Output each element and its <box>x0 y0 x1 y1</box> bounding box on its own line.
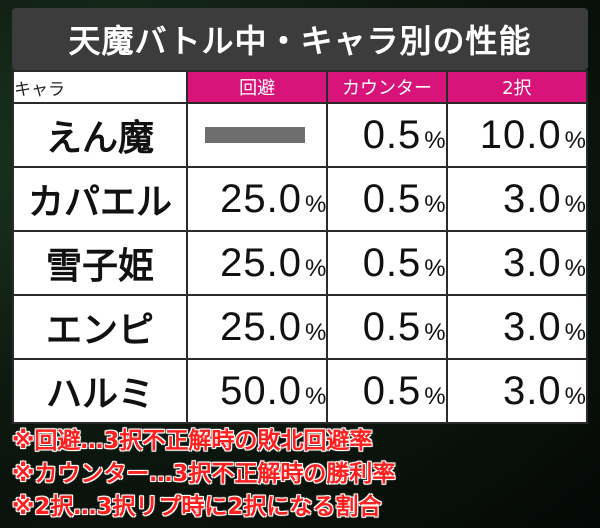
row-name: カパエル <box>12 166 188 232</box>
counter-value: 0.5 <box>362 240 422 285</box>
table-row: エンピ 25.0% 0.5% 3.0% <box>12 294 589 360</box>
table-row: 雪子姫 25.0% 0.5% 3.0% <box>12 230 589 296</box>
percent-sign: % <box>564 318 586 346</box>
row-evade: 25.0% <box>185 294 329 360</box>
table-row: カパエル 25.0% 0.5% 3.0% <box>12 166 589 232</box>
choice2-value: 10.0 <box>479 112 562 157</box>
percent-sign: % <box>424 318 446 346</box>
table-row: えん魔 0.5% 10.0% <box>12 102 589 168</box>
row-evade: 50.0% <box>185 358 329 424</box>
performance-table: キャラ 回避 カウンター 2択 えん魔 0.5% 10.0% カパエル 25.0… <box>12 70 589 424</box>
evade-value: 50.0 <box>220 368 302 413</box>
percent-sign: % <box>424 254 446 282</box>
header-choice2: 2択 <box>445 70 589 104</box>
table-header-row: キャラ 回避 カウンター 2択 <box>12 70 589 104</box>
row-evade: 25.0% <box>185 230 329 296</box>
choice2-value: 3.0 <box>503 304 562 349</box>
evade-value: 25.0 <box>220 304 302 349</box>
counter-value: 0.5 <box>362 112 422 157</box>
row-choice2: 3.0% <box>445 230 589 296</box>
row-choice2: 3.0% <box>445 358 589 424</box>
counter-value: 0.5 <box>362 304 422 349</box>
percent-sign: % <box>424 382 446 410</box>
row-counter: 0.5% <box>326 166 448 232</box>
row-name: 雪子姫 <box>12 230 188 296</box>
row-evade <box>185 102 329 168</box>
row-name: ハルミ <box>12 358 188 424</box>
table-body: えん魔 0.5% 10.0% カパエル 25.0% 0.5% 3.0% 雪子姫 … <box>12 102 589 424</box>
evade-value: 25.0 <box>220 176 302 221</box>
percent-sign: % <box>564 126 586 154</box>
percent-sign: % <box>304 318 327 346</box>
row-counter: 0.5% <box>326 230 448 296</box>
header-chara: キャラ <box>12 70 188 104</box>
row-counter: 0.5% <box>326 358 448 424</box>
row-choice2: 3.0% <box>445 166 589 232</box>
note-counter: ※カウンター…3択不正解時の勝利率 <box>12 461 396 487</box>
percent-sign: % <box>304 190 327 218</box>
header-evade: 回避 <box>185 70 329 104</box>
percent-sign: % <box>564 190 586 218</box>
page-title: 天魔バトル中・キャラ別の性能 <box>68 22 532 60</box>
counter-value: 0.5 <box>362 368 422 413</box>
row-evade: 25.0% <box>185 166 329 232</box>
row-counter: 0.5% <box>326 294 448 360</box>
choice2-value: 3.0 <box>503 176 562 221</box>
note-choice2: ※2択…3択リプ時に2択になる割合 <box>12 494 382 520</box>
no-value-bar <box>205 126 306 143</box>
row-choice2: 3.0% <box>445 294 589 360</box>
row-choice2: 10.0% <box>445 102 589 168</box>
header-counter: カウンター <box>326 70 448 104</box>
percent-sign: % <box>424 126 446 154</box>
choice2-value: 3.0 <box>503 368 562 413</box>
percent-sign: % <box>564 382 586 410</box>
row-name: えん魔 <box>12 102 188 168</box>
row-name: エンピ <box>12 294 188 360</box>
row-counter: 0.5% <box>326 102 448 168</box>
note-evade: ※回避…3択不正解時の敗北回避率 <box>12 428 373 454</box>
notes: ※回避…3択不正解時の敗北回避率 ※カウンター…3択不正解時の勝利率 ※2択…3… <box>12 425 592 524</box>
percent-sign: % <box>304 254 327 282</box>
percent-sign: % <box>304 382 327 410</box>
percent-sign: % <box>564 254 586 282</box>
counter-value: 0.5 <box>362 176 422 221</box>
title-bar: 天魔バトル中・キャラ別の性能 <box>12 8 588 70</box>
evade-value: 25.0 <box>220 240 302 285</box>
percent-sign: % <box>424 190 446 218</box>
table-row: ハルミ 50.0% 0.5% 3.0% <box>12 358 589 424</box>
choice2-value: 3.0 <box>503 240 562 285</box>
